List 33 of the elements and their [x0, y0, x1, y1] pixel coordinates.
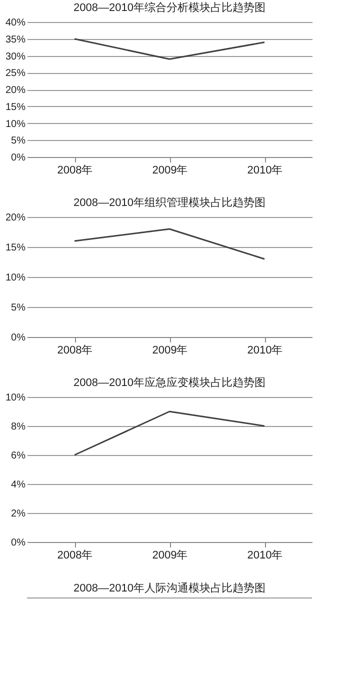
- y-tick-label: 5%: [11, 302, 26, 314]
- x-tick-label: 2008年: [57, 164, 93, 176]
- y-tick-label: 0%: [11, 152, 26, 164]
- x-tick-label: 2009年: [152, 550, 188, 562]
- y-tick-label: 30%: [5, 51, 26, 62]
- x-tick-label: 2008年: [57, 344, 93, 356]
- y-tick-label: 20%: [5, 212, 26, 224]
- y-tick-label: 15%: [5, 102, 26, 113]
- x-tick-label: 2009年: [152, 164, 188, 176]
- x-tick-label: 2010年: [247, 344, 283, 356]
- x-tick-label: 2010年: [247, 550, 283, 562]
- y-tick-label: 35%: [5, 34, 26, 46]
- x-tick-label: 2010年: [247, 164, 283, 176]
- y-tick-label: 2%: [11, 508, 26, 520]
- text: 2008—2010年人际沟通模块占比趋势图: [74, 582, 266, 594]
- y-tick-label: 4%: [11, 480, 26, 490]
- y-tick-label: 5%: [11, 136, 26, 147]
- x-tick-label: 2008年: [57, 550, 93, 562]
- chart-title: 2008—2010年应急应变模块占比趋势图: [74, 376, 266, 389]
- y-tick-label: 15%: [5, 242, 26, 254]
- y-tick-label: 40%: [5, 18, 26, 28]
- y-tick-label: 6%: [11, 450, 26, 462]
- y-tick-label: 20%: [5, 85, 26, 96]
- y-tick-label: 25%: [5, 68, 26, 80]
- chart-title: 2008—2010年组织管理模块占比趋势图: [74, 196, 266, 209]
- y-tick-label: 10%: [5, 272, 26, 284]
- y-tick-label: 0%: [11, 332, 26, 344]
- y-tick-label: 10%: [5, 118, 26, 130]
- x-tick-label: 2009年: [152, 344, 188, 356]
- y-tick-label: 8%: [11, 422, 26, 432]
- y-tick-label: 0%: [11, 538, 26, 548]
- chart-title: 2008—2010年综合分析模块占比趋势图: [74, 1, 266, 14]
- y-tick-label: 10%: [5, 392, 26, 404]
